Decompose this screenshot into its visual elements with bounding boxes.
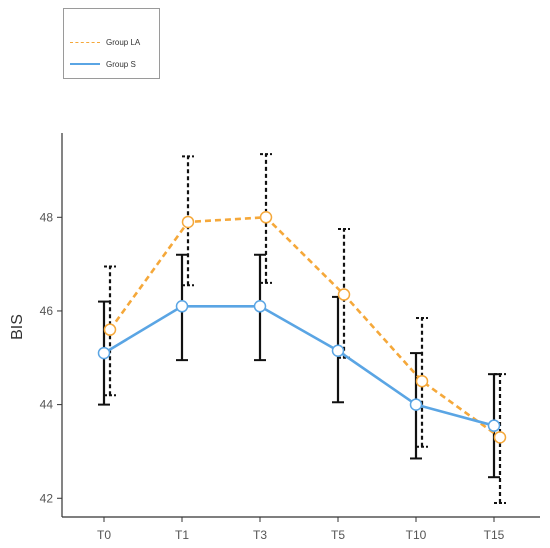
y-tick-label: 48 bbox=[40, 210, 54, 224]
data-point-group-s bbox=[253, 300, 267, 313]
data-point-group-s bbox=[409, 398, 423, 411]
x-tick-label: T5 bbox=[331, 528, 345, 542]
data-point-group-s bbox=[487, 419, 501, 432]
chart-axes: 42 44 46 48 T0 T1 T3 T5 T10 T15 bbox=[40, 133, 540, 542]
y-tick-label: 44 bbox=[40, 398, 54, 412]
series-line-group-s bbox=[103, 304, 495, 427]
data-point-group-la bbox=[259, 211, 273, 224]
series-line-group-la bbox=[108, 215, 501, 439]
data-point-group-la bbox=[103, 323, 117, 336]
y-tick-label: 42 bbox=[40, 491, 54, 505]
legend-item-group-la: Group LA bbox=[70, 35, 140, 49]
y-tick-label: 46 bbox=[40, 304, 54, 318]
x-tick-label: T10 bbox=[406, 528, 427, 542]
data-point-group-la bbox=[337, 288, 351, 301]
data-point-group-s bbox=[331, 344, 345, 358]
data-point-group-s bbox=[175, 300, 189, 313]
x-tick-label: T0 bbox=[97, 528, 111, 542]
chart-marks bbox=[97, 153, 507, 504]
legend-item-group-s: Group S bbox=[70, 57, 136, 71]
data-point-group-la bbox=[493, 431, 507, 444]
legend: Group LA Group S bbox=[63, 8, 160, 79]
legend-swatch-group-s bbox=[70, 63, 100, 65]
x-tick-label: T1 bbox=[175, 528, 189, 542]
x-tick-label: T15 bbox=[484, 528, 505, 542]
y-axis-title: BIS bbox=[9, 314, 26, 340]
legend-label-group-s: Group S bbox=[106, 59, 136, 69]
data-point-group-s bbox=[97, 346, 111, 360]
legend-swatch-group-la bbox=[70, 41, 100, 43]
data-point-group-la bbox=[415, 374, 429, 388]
legend-label-group-la: Group LA bbox=[106, 37, 141, 47]
data-point-group-la bbox=[181, 215, 195, 229]
x-tick-label: T3 bbox=[253, 528, 267, 542]
